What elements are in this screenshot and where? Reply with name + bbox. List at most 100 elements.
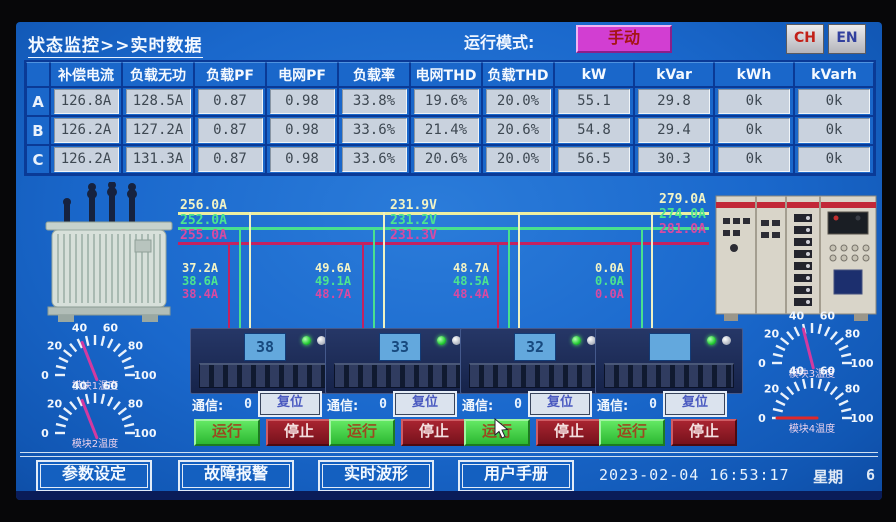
comm-label: 通信: <box>597 398 629 414</box>
stop-button[interactable]: 停止 <box>536 419 602 446</box>
module2-comm-row: 通信: 0 复位 <box>327 393 473 415</box>
module-display: 32 <box>514 333 556 361</box>
svg-text:模块4温度: 模块4温度 <box>789 422 835 435</box>
svg-text:100: 100 <box>851 412 874 425</box>
incoming-current-labels: 256.0A 252.0A 255.0A <box>180 198 227 243</box>
svg-text:100: 100 <box>134 427 157 440</box>
stop-button[interactable]: 停止 <box>401 419 467 446</box>
cell-value: 20.6% <box>485 118 551 143</box>
branch1-current-labels: 37.2A 38.6A 38.4A <box>182 262 218 301</box>
param-settings-button[interactable]: 参数设定 <box>36 460 152 492</box>
module1-runstop-row: 运行 停止 <box>190 419 336 446</box>
capacitor-module-1: 38 <box>190 328 338 394</box>
cell-value: 29.4 <box>637 118 711 143</box>
branch-line <box>508 227 510 330</box>
user-manual-button[interactable]: 用户手册 <box>458 460 574 492</box>
realtime-data-table: 补偿电流 负载无功 负载PF 电网PF 负载率 电网THD 负载THD kW k… <box>24 60 876 176</box>
module1-comm-row: 通信: 0 复位 <box>192 393 338 415</box>
datetime-display: 2023-02-04 16:53:17 <box>599 466 790 484</box>
run-mode-label: 运行模式: <box>464 33 535 52</box>
terminal-strip <box>199 363 329 388</box>
cell-value: 0k <box>717 118 791 143</box>
reset-button[interactable]: 复位 <box>260 393 320 415</box>
fault-alarm-button[interactable]: 故障报警 <box>178 460 294 492</box>
cell-value: 0.98 <box>269 147 335 172</box>
comm-value: 0 <box>649 396 657 412</box>
svg-text:0: 0 <box>758 412 766 425</box>
col-header: kW <box>554 62 634 87</box>
run-led-icon <box>302 336 311 345</box>
module-display: 33 <box>379 333 421 361</box>
cell-value: 33.6% <box>341 118 407 143</box>
svg-text:40: 40 <box>72 379 88 392</box>
branch-line <box>651 212 653 330</box>
svg-text:0: 0 <box>41 427 49 440</box>
branch-line <box>373 227 375 330</box>
branch-current: 0.0A <box>595 261 624 275</box>
branch-current: 49.1A <box>315 274 352 288</box>
weekday-value: 6 <box>866 466 876 484</box>
comm-label: 通信: <box>192 398 224 414</box>
col-header: 负载THD <box>482 62 554 87</box>
incoming-current-c: 255.0A <box>180 228 227 243</box>
run-button[interactable]: 运行 <box>599 419 665 446</box>
cell-value: 20.0% <box>485 147 551 172</box>
comm-label: 通信: <box>327 398 359 414</box>
phase-label: B <box>26 116 50 145</box>
comm-value: 0 <box>244 396 252 412</box>
branch-line <box>497 242 499 330</box>
lang-en-button[interactable]: EN <box>828 24 866 54</box>
branch3-current-labels: 48.7A 48.5A 48.4A <box>453 262 489 301</box>
bus-line-phase-c <box>178 242 709 245</box>
gauge-module2-temperature: 0 20 40 60 80 100 模块2温度 <box>41 379 157 450</box>
stop-button[interactable]: 停止 <box>671 419 737 446</box>
status-led-icon <box>317 336 326 345</box>
capacitor-module-4 <box>595 328 743 394</box>
terminal-strip <box>469 363 599 388</box>
run-mode-button[interactable]: 手动 <box>576 25 672 53</box>
reset-button[interactable]: 复位 <box>665 393 725 415</box>
branch-current: 48.7A <box>315 287 352 301</box>
module4-comm-row: 通信: 0 复位 <box>597 393 743 415</box>
realtime-waveform-button[interactable]: 实时波形 <box>318 460 434 492</box>
phase-label: C <box>26 145 50 174</box>
run-button[interactable]: 运行 <box>194 419 260 446</box>
branch-line <box>630 242 632 330</box>
svg-text:80: 80 <box>128 340 144 353</box>
branch-current: 38.6A <box>182 274 219 288</box>
cell-value: 29.8 <box>637 89 711 114</box>
cell-value: 126.2A <box>53 147 119 172</box>
svg-text:40: 40 <box>789 309 805 322</box>
cell-value: 33.6% <box>341 147 407 172</box>
capacitor-module-3: 32 <box>460 328 608 394</box>
cell-value: 0k <box>797 118 871 143</box>
footer-divider <box>20 452 878 457</box>
outgoing-current-a: 279.0A <box>659 192 706 207</box>
branch4-current-labels: 0.0A 0.0A 0.0A <box>595 262 624 301</box>
reset-button[interactable]: 复位 <box>530 393 590 415</box>
reset-button[interactable]: 复位 <box>395 393 455 415</box>
col-header: 负载无功 <box>122 62 194 87</box>
cell-value: 131.3A <box>125 147 191 172</box>
stop-button[interactable]: 停止 <box>266 419 332 446</box>
module4-runstop-row: 运行 停止 <box>595 419 741 446</box>
cell-value: 19.6% <box>413 89 479 114</box>
lang-ch-button[interactable]: CH <box>786 24 824 54</box>
svg-text:100: 100 <box>851 357 874 370</box>
run-button[interactable]: 运行 <box>329 419 395 446</box>
bus-voltage-a: 231.9V <box>390 198 437 213</box>
terminal-strip <box>604 363 734 388</box>
page-title: 状态监控>>实时数据 <box>28 31 203 58</box>
col-header: kVar <box>634 62 714 87</box>
bus-voltage-b: 231.2V <box>390 213 437 228</box>
bottom-strip <box>16 491 882 500</box>
svg-text:80: 80 <box>845 328 861 341</box>
incoming-current-a: 256.0A <box>180 198 227 213</box>
svg-text:40: 40 <box>789 364 805 377</box>
branch-line <box>518 212 520 330</box>
cell-value: 0k <box>797 89 871 114</box>
outgoing-current-b: 274.0A <box>659 207 706 222</box>
svg-text:20: 20 <box>764 328 780 341</box>
col-header: 负载率 <box>338 62 410 87</box>
weekday-label: 星期 <box>813 468 844 486</box>
